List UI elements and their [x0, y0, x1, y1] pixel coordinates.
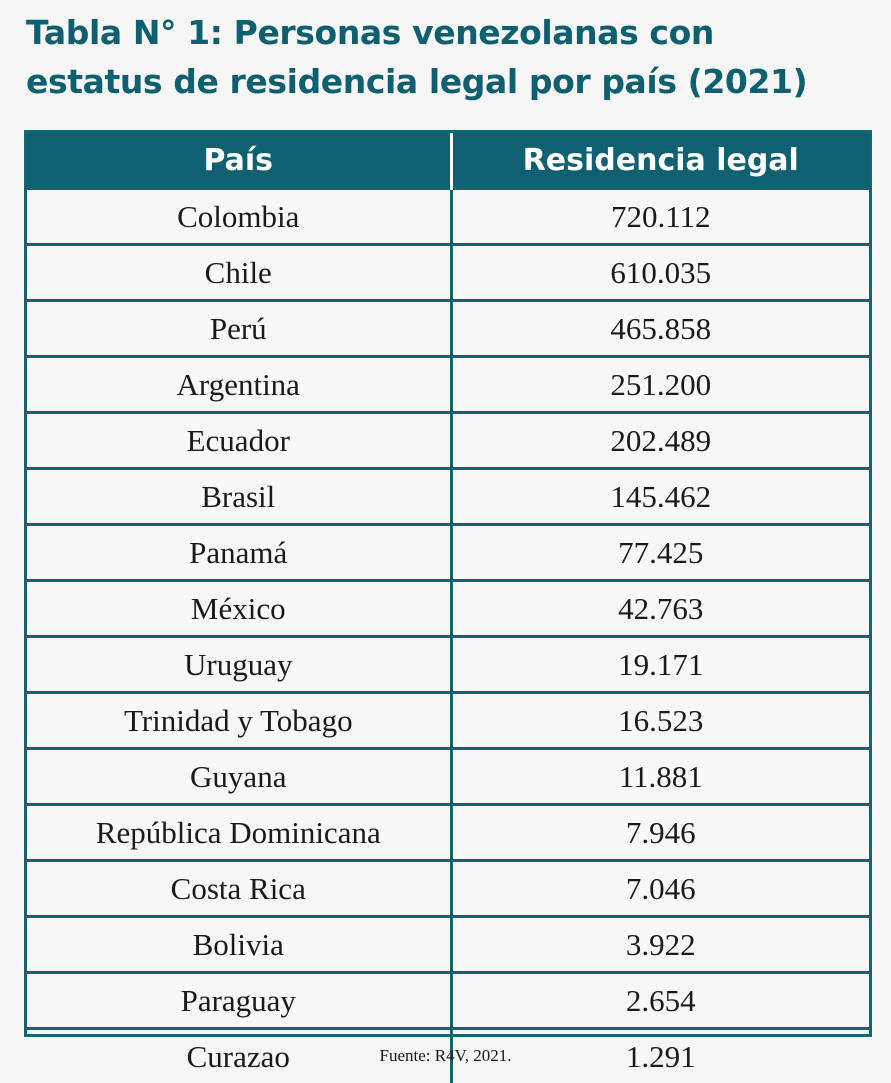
cell-country: Bolivia	[27, 917, 451, 973]
cell-legal-residence: 610.035	[451, 245, 869, 301]
cell-country: República Dominicana	[27, 805, 451, 861]
cell-legal-residence: 251.200	[451, 357, 869, 413]
cell-legal-residence: 19.171	[451, 637, 869, 693]
cell-country: Costa Rica	[27, 861, 451, 917]
cell-legal-residence: 42.763	[451, 581, 869, 637]
cell-legal-residence: 465.858	[451, 301, 869, 357]
cell-legal-residence: 77.425	[451, 525, 869, 581]
table-title: Tabla N° 1: Personas venezolanas con est…	[26, 8, 876, 106]
cell-legal-residence: 3.922	[451, 917, 869, 973]
cell-legal-residence: 202.489	[451, 413, 869, 469]
cell-legal-residence: 145.462	[451, 469, 869, 525]
cell-legal-residence: 7.046	[451, 861, 869, 917]
cell-country: Uruguay	[27, 637, 451, 693]
title-line-2: estatus de residencia legal por país (20…	[26, 57, 876, 106]
cell-legal-residence: 720.112	[451, 189, 869, 245]
cell-country: Paraguay	[27, 973, 451, 1029]
cell-country: Ecuador	[27, 413, 451, 469]
cell-country: Chile	[27, 245, 451, 301]
cell-country: Argentina	[27, 357, 451, 413]
cell-country: Trinidad y Tobago	[27, 693, 451, 749]
cell-country: Guyana	[27, 749, 451, 805]
cell-country: Brasil	[27, 469, 451, 525]
header-legal-residence: Residencia legal	[451, 133, 869, 189]
title-line-1: Tabla N° 1: Personas venezolanas con	[26, 8, 876, 57]
source-note: Fuente: R4V, 2021.	[0, 1046, 891, 1066]
cell-legal-residence: 11.881	[451, 749, 869, 805]
cell-legal-residence: 2.654	[451, 973, 869, 1029]
header-country: País	[27, 133, 451, 189]
cell-country: Colombia	[27, 189, 451, 245]
cell-legal-residence: 16.523	[451, 693, 869, 749]
cell-country: Panamá	[27, 525, 451, 581]
table-header-row: País Residencia legal	[27, 133, 869, 189]
cell-country: Perú	[27, 301, 451, 357]
cell-legal-residence: 7.946	[451, 805, 869, 861]
cell-country: México	[27, 581, 451, 637]
